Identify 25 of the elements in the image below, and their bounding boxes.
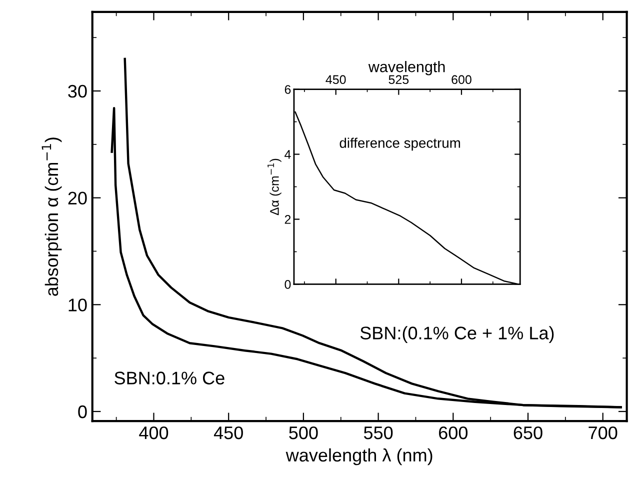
y-tick-label: 30 [68,84,87,98]
x-tick-label: 650 [514,426,542,440]
x-tick-label: 700 [588,426,618,440]
y-tick-label: 4 [284,150,291,159]
y-tick-label: 20 [68,192,87,205]
y-axis-title: absorption α (cm$^{−1}$) [42,138,62,296]
series-label: SBN:0.1% Ce [114,372,224,384]
x-tick-label: 450 [214,426,243,440]
x-tick-label: 450 [326,75,346,84]
x-tick-label: 600 [439,426,468,440]
y-tick-label: 0 [78,405,87,418]
annotation: difference spectrum [340,138,460,151]
y-tick-label: 2 [284,215,291,224]
x-tick-label: 400 [139,426,168,440]
x-tick-label: 525 [388,75,409,84]
x-tick-label: 550 [364,426,393,440]
series-label: SBN:(0.1% Ce + 1% La) [360,326,554,343]
y-tick-label: 10 [68,298,87,312]
x-axis-title: wavelength λ (nm) [286,448,432,466]
y-axis-title: Δα (cm$^{−1}$) [268,158,282,216]
x-tick-label: 600 [452,75,472,84]
y-tick-label: 0 [284,280,291,289]
x-tick-label: 500 [289,426,318,440]
x-axis-title: wavelength [368,61,445,76]
y-tick-label: 6 [284,85,291,94]
